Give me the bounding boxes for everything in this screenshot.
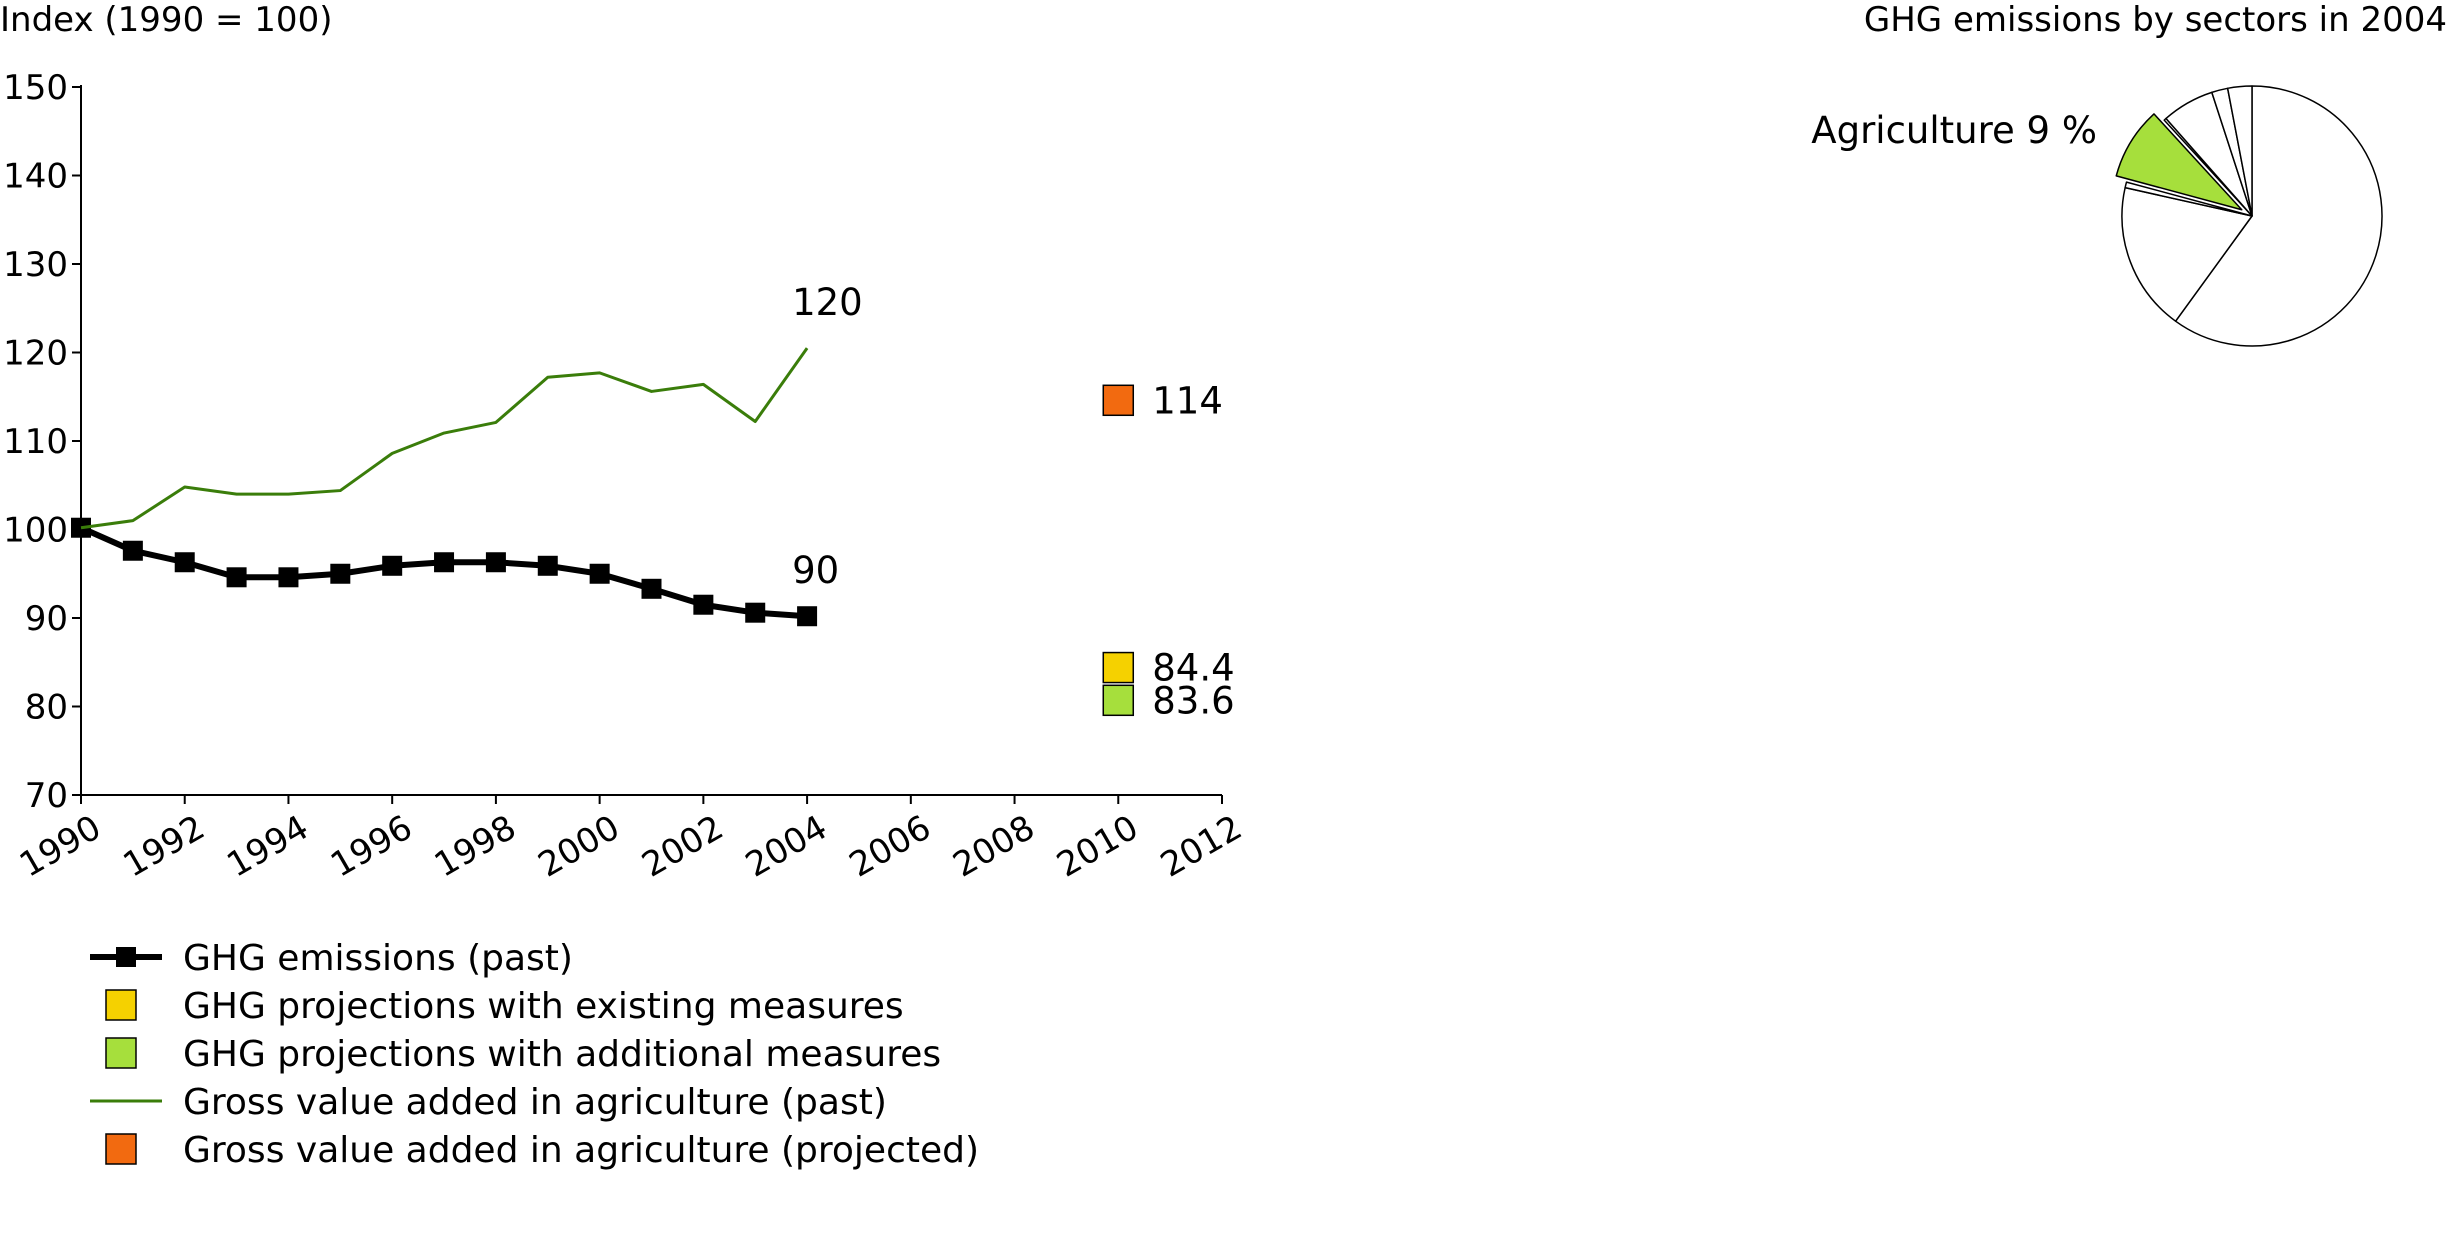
x-tick-label: 2000 <box>532 808 627 886</box>
y-tick-label: 150 <box>3 68 68 108</box>
pie-slice <box>2124 181 2253 217</box>
pie-chart <box>2115 85 2383 347</box>
x-tick-label: 2006 <box>843 808 938 886</box>
legend-label: GHG projections with additional measures <box>183 1034 941 1075</box>
pie-title: GHG emissions by sectors in 2004 <box>1864 0 2447 40</box>
series-0 <box>71 517 818 627</box>
x-tick-label: 1996 <box>324 808 419 886</box>
legend-label: GHG projections with existing measures <box>183 986 904 1027</box>
series-point <box>382 555 403 576</box>
pie-slice <box>2121 186 2253 322</box>
x-tick-label: 2010 <box>1050 808 1145 886</box>
y-axis-title: Index (1990 = 100) <box>0 0 332 40</box>
series-point <box>797 606 818 627</box>
legend-entry: Gross value added in agriculture (past) <box>90 1082 887 1123</box>
series-point <box>434 552 455 573</box>
series-point <box>122 540 143 561</box>
series-4 <box>1102 384 1135 417</box>
series-point <box>330 563 351 584</box>
series-1 <box>80 347 809 530</box>
projection-box <box>1102 684 1135 717</box>
series-point <box>278 567 299 588</box>
x-tick-label: 2012 <box>1154 808 1249 886</box>
x-tick-label: 1998 <box>428 808 523 886</box>
legend-entry: GHG emissions (past) <box>90 938 573 979</box>
x-tick-label: 1990 <box>13 808 108 886</box>
data-label: 120 <box>792 281 863 324</box>
legend: GHG emissions (past) GHG projections with… <box>90 938 979 1171</box>
legend-entry: GHG projections with existing measures <box>105 986 904 1027</box>
series-point <box>589 563 610 584</box>
x-tick-label: 2008 <box>947 808 1042 886</box>
series-point <box>693 594 714 615</box>
series-point <box>537 555 558 576</box>
x-tick-label: 2002 <box>635 808 730 886</box>
legend-swatch-marker <box>116 947 136 967</box>
data-label: 84.4 <box>1152 647 1234 690</box>
series-point <box>745 602 766 623</box>
x-tick-labels: 1990 1992 1994 1996 1998 2000 2002 2004 2006 2008… <box>13 808 1249 886</box>
axes <box>72 85 1223 804</box>
projection-box <box>1102 384 1135 417</box>
data-label: 83.6 <box>1152 679 1234 722</box>
series-3 <box>1102 684 1135 717</box>
y-tick-label: 140 <box>3 157 68 197</box>
pie-slice <box>2226 85 2253 217</box>
y-tick-label: 120 <box>3 334 68 374</box>
x-tick-label: 1992 <box>117 808 212 886</box>
series-layer <box>71 347 1135 717</box>
series-point <box>641 578 662 599</box>
y-tick-label: 80 <box>25 688 68 728</box>
pie-slice-agriculture <box>2115 113 2243 211</box>
pie-slice <box>2174 85 2383 347</box>
data-label: 90 <box>792 549 839 592</box>
legend-swatch-box <box>105 1133 137 1165</box>
data-label: 114 <box>1152 379 1223 422</box>
y-tick-label: 130 <box>3 245 68 285</box>
legend-entry: Gross value added in agriculture (projec… <box>105 1130 979 1171</box>
series-point <box>226 567 247 588</box>
legend-label: Gross value added in agriculture (projec… <box>183 1130 979 1171</box>
series-2 <box>1102 651 1135 684</box>
pie-label-agriculture: Agriculture 9 % <box>1811 109 2097 152</box>
series-point <box>485 552 506 573</box>
x-tick-label: 2004 <box>739 808 834 886</box>
legend-swatch-box <box>105 989 137 1021</box>
series-point <box>174 552 195 573</box>
data-labels: 120 90 114 84.483.6 <box>792 281 1235 722</box>
x-tick-label: 1994 <box>220 808 315 886</box>
y-tick-labels: 150 140 130 120 110 100 90 80 70 <box>3 68 68 816</box>
legend-swatch-box <box>105 1037 137 1069</box>
legend-entry: GHG projections with additional measures <box>105 1034 941 1075</box>
y-tick-label: 110 <box>3 422 68 462</box>
legend-label: Gross value added in agriculture (past) <box>183 1082 887 1123</box>
series-line <box>80 347 809 530</box>
y-tick-label: 90 <box>25 599 68 639</box>
legend-label: GHG emissions (past) <box>183 938 573 979</box>
y-tick-label: 70 <box>25 776 68 816</box>
projection-box <box>1102 651 1135 684</box>
y-tick-label: 100 <box>3 511 68 551</box>
